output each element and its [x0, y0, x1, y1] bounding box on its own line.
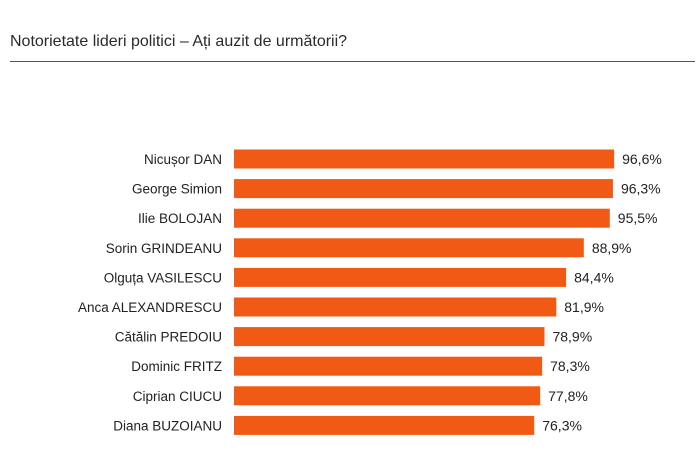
bar-nicusor-dan — [234, 149, 615, 169]
value-label-sorin-grindeanu: 88,9% — [592, 240, 632, 256]
value-label-olguta-vasilescu: 84,4% — [574, 269, 614, 285]
value-label-dominic-fritz: 78,3% — [550, 358, 590, 374]
chart-title: Notorietate lideri politici – Ați auzit … — [10, 33, 348, 50]
value-label-george-simion: 96,3% — [621, 181, 661, 197]
bar-george-simion — [234, 179, 613, 199]
bar-catalin-predoiu — [234, 327, 545, 347]
bar-ciprian-ciucu — [234, 386, 541, 406]
bar-diana-buzoianu — [234, 415, 535, 435]
value-label-ciprian-ciucu: 77,8% — [548, 388, 588, 404]
category-label-catalin-predoiu: Cătălin PREDOIU — [115, 330, 222, 345]
category-label-george-simion: George Simion — [132, 182, 222, 197]
category-label-anca-alexandrescu: Anca ALEXANDRESCU — [78, 300, 222, 315]
bar-ilie-bolojan — [234, 208, 610, 228]
category-label-ciprian-ciucu: Ciprian CIUCU — [133, 389, 222, 404]
value-label-anca-alexandrescu: 81,9% — [564, 299, 604, 315]
bar-anca-alexandrescu — [234, 297, 557, 317]
category-label-nicusor-dan: Nicușor DAN — [144, 152, 222, 167]
value-label-nicusor-dan: 96,6% — [622, 151, 662, 167]
bar-olguta-vasilescu — [234, 267, 567, 287]
value-label-ilie-bolojan: 95,5% — [618, 210, 658, 226]
category-label-olguta-vasilescu: Olguța VASILESCU — [104, 270, 222, 285]
category-label-diana-buzoianu: Diana BUZOIANU — [113, 418, 222, 433]
category-label-dominic-fritz: Dominic FRITZ — [131, 359, 222, 374]
category-label-ilie-bolojan: Ilie BOLOJAN — [138, 211, 222, 226]
category-label-sorin-grindeanu: Sorin GRINDEANU — [106, 241, 222, 256]
value-label-diana-buzoianu: 76,3% — [542, 417, 582, 433]
value-label-catalin-predoiu: 78,9% — [552, 329, 592, 345]
bar-dominic-fritz — [234, 356, 543, 376]
title-divider — [10, 61, 695, 62]
bar-sorin-grindeanu — [234, 238, 584, 258]
